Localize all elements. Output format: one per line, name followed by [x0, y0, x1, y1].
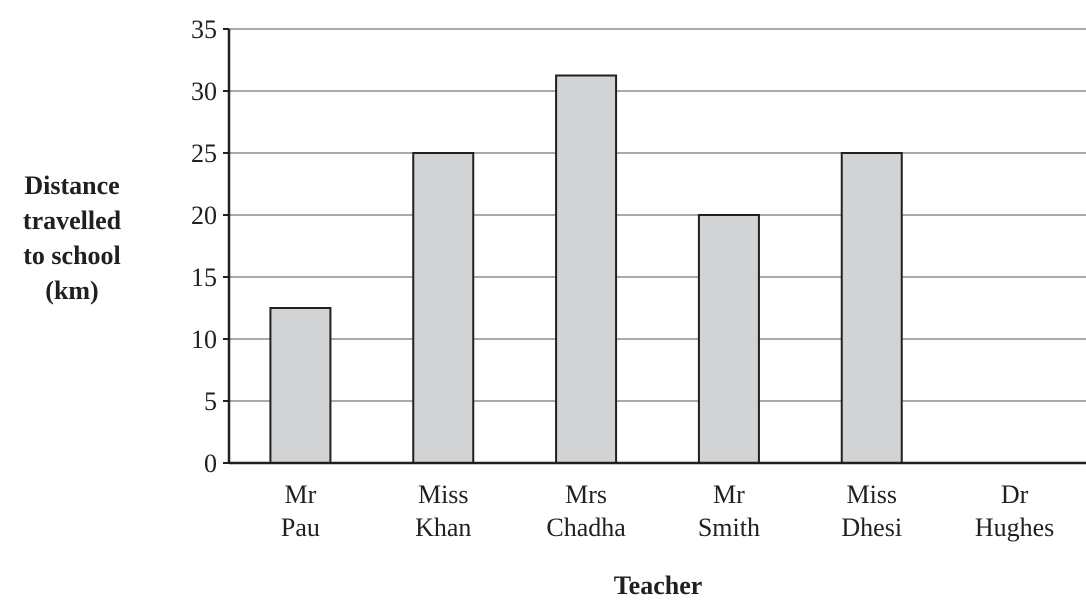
y-tick-label: 30 [191, 77, 217, 106]
y-tick-label: 35 [191, 15, 217, 44]
x-tick-label: Miss Dhesi [841, 480, 902, 542]
y-tick-label: 15 [191, 263, 217, 292]
x-tick-label: Mr Smith [698, 480, 760, 542]
x-tick-label: Mrs Chadha [546, 480, 626, 542]
y-tick-labels: 0 5 10 15 20 25 30 35 [191, 15, 217, 478]
x-tick-label: Miss Khan [415, 480, 471, 542]
x-tick-label: Dr Hughes [975, 480, 1054, 542]
bars [269, 74, 903, 464]
y-tick-label: 10 [191, 325, 217, 354]
y-tick-label: 25 [191, 139, 217, 168]
y-tick-label: 5 [204, 387, 217, 416]
x-category-labels: Mr Pau Miss Khan Mrs Chadha Mr Smith Miss Dhesi Dr… [281, 480, 1054, 542]
bar [269, 307, 332, 464]
y-tick-label: 0 [204, 449, 217, 478]
bar [697, 214, 760, 464]
axes [227, 29, 1086, 465]
x-tick-label: Mr Pau [281, 480, 320, 542]
gridlines [223, 28, 1086, 464]
bar [412, 152, 475, 464]
bar [555, 74, 618, 464]
bar [840, 152, 903, 464]
y-axis-title: Distance travelled to school (km) [23, 171, 122, 305]
x-axis-title: Teacher [614, 571, 703, 600]
y-tick-label: 20 [191, 201, 217, 230]
